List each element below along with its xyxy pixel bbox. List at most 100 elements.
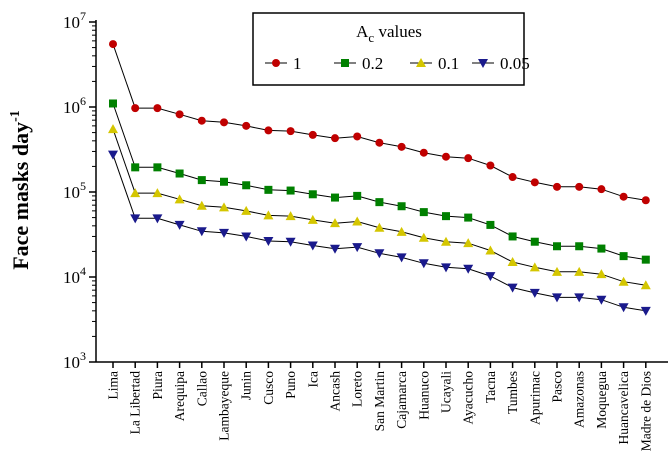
data-point (131, 104, 140, 113)
legend-marker (416, 58, 426, 67)
data-point (375, 138, 384, 147)
x-category-label: Huanuco (416, 371, 431, 420)
x-category-label: Cusco (261, 371, 276, 405)
data-point (352, 216, 363, 226)
data-point (197, 176, 206, 185)
y-tick-label: 106 (63, 94, 86, 117)
data-point (174, 194, 185, 204)
data-point (175, 169, 184, 178)
data-point (464, 213, 473, 222)
data-point (307, 214, 318, 224)
legend: Ac values 1 0.2 0.1 0.05 (252, 12, 530, 86)
data-point (640, 306, 651, 316)
y-tick-base: 10 (63, 98, 80, 117)
data-point (331, 134, 339, 143)
legend-box (252, 12, 525, 86)
data-point (507, 257, 518, 267)
y-tick-exponent: 5 (80, 179, 86, 193)
data-point (508, 173, 517, 182)
data-point (375, 198, 384, 207)
legend-title-subscript: c (368, 30, 374, 45)
data-point (352, 243, 363, 253)
data-point (263, 237, 274, 247)
y-axis-title-group: Face masks day-1 (8, 110, 33, 270)
data-point (285, 211, 296, 221)
data-point (574, 266, 585, 276)
legend-entry-0.2: 0.2 (334, 54, 383, 73)
legend-label: 0.05 (500, 54, 530, 73)
x-category-label: San Martin (372, 371, 387, 432)
data-point (241, 205, 252, 215)
x-category-label: Lima (106, 371, 121, 400)
data-point (596, 269, 607, 279)
data-point (508, 232, 517, 241)
data-point (507, 283, 518, 293)
data-point (331, 193, 339, 202)
series-line (112, 128, 646, 286)
data-point (219, 202, 229, 212)
y-tick-base: 10 (63, 268, 80, 287)
legend-entry-0.05: 0.05 (472, 54, 530, 73)
data-point (397, 202, 406, 211)
data-point (463, 238, 474, 248)
legend-title: Ac values (356, 22, 422, 45)
data-point (442, 152, 450, 161)
data-point (597, 244, 606, 253)
data-point (485, 245, 496, 255)
data-point (374, 222, 385, 232)
data-point (175, 110, 184, 119)
series-1 (109, 40, 650, 205)
data-point (441, 236, 451, 246)
y-tick-exponent: 6 (80, 94, 86, 108)
data-point (108, 124, 118, 134)
data-point (197, 116, 206, 125)
y-tick-label: 105 (63, 179, 86, 202)
legend-marker (272, 59, 280, 67)
data-point (596, 295, 607, 305)
data-point (174, 220, 185, 230)
data-point (575, 242, 584, 251)
y-axis-title-main: Face masks day (8, 122, 33, 270)
x-category-label: Madre de Dios (638, 371, 653, 451)
y-axis-title-superscript: -1 (8, 110, 23, 122)
y-tick-exponent: 7 (80, 9, 86, 23)
data-point (286, 127, 295, 136)
data-point (242, 121, 251, 130)
data-point (418, 232, 429, 242)
y-tick-exponent: 4 (80, 264, 86, 278)
data-point (263, 210, 274, 220)
data-point (374, 249, 385, 259)
legend-title-rest: values (374, 22, 422, 41)
data-point (618, 303, 629, 313)
series-0.2 (109, 99, 650, 264)
x-category-label: Loreto (350, 371, 365, 407)
x-category-label: Amazonas (572, 371, 587, 428)
x-category-label: Pasco (550, 371, 565, 403)
data-point (641, 196, 650, 205)
x-category-label: Ica (305, 371, 320, 387)
data-point (486, 220, 495, 229)
data-point (109, 99, 117, 108)
data-point (330, 244, 340, 254)
x-category-label: Ancash (328, 371, 343, 412)
data-point (641, 255, 650, 264)
data-point (619, 252, 628, 261)
y-tick-label: 104 (63, 264, 86, 287)
data-point (153, 163, 162, 172)
data-point (264, 185, 273, 194)
series-line (112, 154, 646, 312)
data-point (553, 182, 561, 191)
x-category-label: Tumbes (505, 371, 520, 414)
x-category-label: Huancavelica (616, 371, 631, 444)
legend-marker (341, 59, 349, 67)
data-point (330, 218, 340, 228)
data-point (153, 104, 162, 113)
data-point (286, 186, 295, 195)
series-line (112, 103, 646, 261)
data-point (575, 182, 584, 191)
x-category-label: Tacna (483, 371, 498, 403)
legend-label: 0.2 (362, 54, 383, 73)
data-point (485, 272, 496, 282)
data-point (530, 237, 539, 246)
y-tick-base: 10 (63, 13, 80, 32)
